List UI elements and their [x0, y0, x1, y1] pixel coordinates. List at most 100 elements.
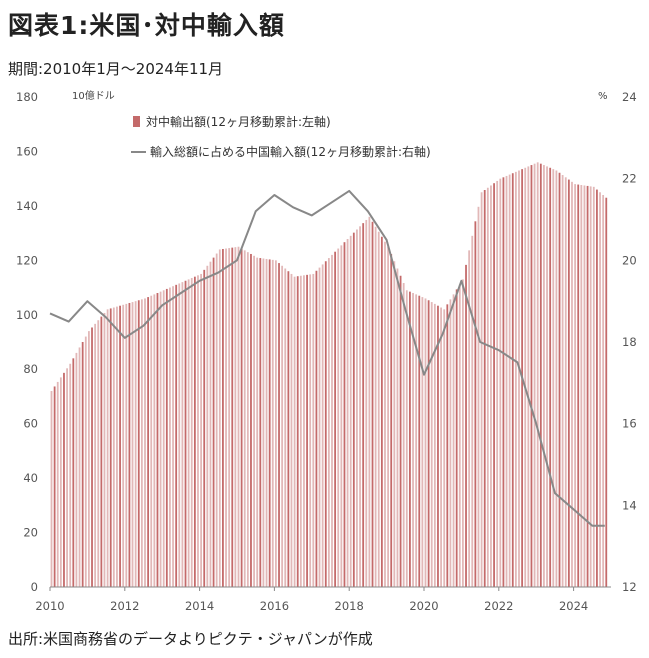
bar-mark [437, 305, 439, 587]
bar-mark [412, 293, 414, 587]
bar-mark [281, 265, 284, 587]
bar-mark [458, 284, 461, 587]
bar-mark [240, 248, 243, 588]
bar-mark [187, 279, 190, 587]
bar-mark [359, 226, 361, 587]
bar-mark [586, 185, 589, 587]
bar-mark [97, 320, 100, 587]
right-tick-label: 16 [622, 417, 637, 431]
left-axis-unit: 10億ドル [72, 89, 115, 102]
bar-mark [580, 185, 583, 587]
bar-mark [84, 336, 87, 587]
bar-mark [596, 189, 598, 587]
right-tick-label: 12 [622, 580, 637, 594]
bar-mark [418, 295, 421, 587]
bar-mark [290, 273, 293, 587]
left-tick-label: 120 [16, 253, 38, 267]
bar-mark [393, 261, 396, 587]
x-axis: 2010 2012 2014 2016 2018 2020 2022 2024 [35, 587, 588, 613]
bar-mark [505, 175, 508, 587]
bar-mark [574, 184, 576, 588]
bar-mark [490, 185, 492, 587]
bar-mark [72, 358, 75, 587]
legend-swatch-bar [133, 116, 140, 127]
bar-mark [312, 273, 315, 587]
bar-mark [546, 166, 548, 588]
bar-mark [605, 197, 608, 587]
bar-mark [527, 166, 530, 588]
bar-mark [109, 308, 112, 587]
bar-mark [530, 165, 533, 587]
bar-mark [218, 249, 221, 587]
bar-mark [103, 312, 106, 587]
bar-mark [153, 294, 156, 587]
bar-mark [306, 274, 308, 587]
bar-mark [421, 297, 424, 587]
bar-mark [331, 254, 333, 587]
x-tick-label: 2014 [185, 599, 214, 613]
bar-mark [346, 239, 349, 587]
x-tick-label: 2020 [409, 599, 438, 613]
bar-mark [430, 302, 433, 587]
bar-mark [455, 289, 458, 587]
x-tick-label: 2018 [335, 599, 364, 613]
left-tick-label: 20 [23, 526, 38, 540]
bar-mark [293, 276, 296, 587]
bar-mark [334, 251, 337, 587]
bar-mark [63, 372, 65, 587]
bar-mark [499, 178, 502, 588]
bar-mark [409, 291, 411, 587]
right-tick-label: 14 [622, 498, 637, 512]
bar-mark [287, 271, 290, 587]
bar-mark [518, 170, 520, 587]
bar-mark [324, 261, 327, 587]
bar-mark [75, 352, 78, 587]
bar-mark [340, 245, 343, 588]
bar-mark [203, 269, 206, 587]
bar-mark [343, 242, 346, 587]
bar-mark [181, 282, 184, 587]
source-note: 出所:米国商務省のデータよりピクテ・ジャパンが作成 [8, 630, 373, 648]
bar-mark [116, 306, 118, 587]
right-tick-label: 18 [622, 335, 637, 349]
bar-mark [150, 295, 153, 587]
legend-label-line: 輸入総額に占める中国輸入額(12ヶ月移動累計:右軸) [150, 144, 431, 159]
bar-mark [555, 170, 558, 587]
left-tick-label: 180 [16, 90, 38, 104]
bar-mark [56, 381, 59, 587]
bar-mark [486, 187, 489, 588]
bar-mark [259, 258, 262, 587]
bar-mark [128, 302, 131, 587]
bar-mark [356, 229, 358, 588]
right-tick-label: 20 [622, 253, 637, 267]
bar-mark [452, 294, 455, 587]
bar-mark [165, 288, 168, 587]
bar-mark [549, 167, 552, 587]
line-series-group [49, 189, 605, 527]
bar-mark [243, 250, 246, 587]
bar-mark [571, 181, 573, 587]
bar-mark [564, 177, 567, 587]
bar-mark [446, 304, 449, 587]
bar-mark [462, 279, 464, 587]
bar-mark [567, 179, 570, 587]
bar-mark [112, 307, 115, 587]
bar-mark [50, 391, 53, 587]
bar-mark [246, 252, 249, 588]
bar-mark [514, 171, 517, 588]
bar-mark [424, 298, 427, 587]
bar-mark [539, 163, 542, 587]
legend: 対中輸出額(12ヶ月移動累計:左軸) 輸入総額に占める中国輸入額(12ヶ月移動累… [131, 114, 431, 159]
bar-mark [374, 226, 377, 587]
bar-mark [212, 257, 215, 587]
left-tick-label: 40 [23, 471, 38, 485]
bar-mark [137, 300, 140, 587]
bar-mark [583, 185, 586, 587]
bar-mark [200, 273, 202, 587]
bar-mark [321, 264, 324, 587]
chart-title: 図表1:米国･対中輸入額 [8, 11, 285, 40]
bar-mark [159, 291, 162, 587]
bar-mark [228, 248, 231, 587]
bar-mark [399, 275, 402, 587]
